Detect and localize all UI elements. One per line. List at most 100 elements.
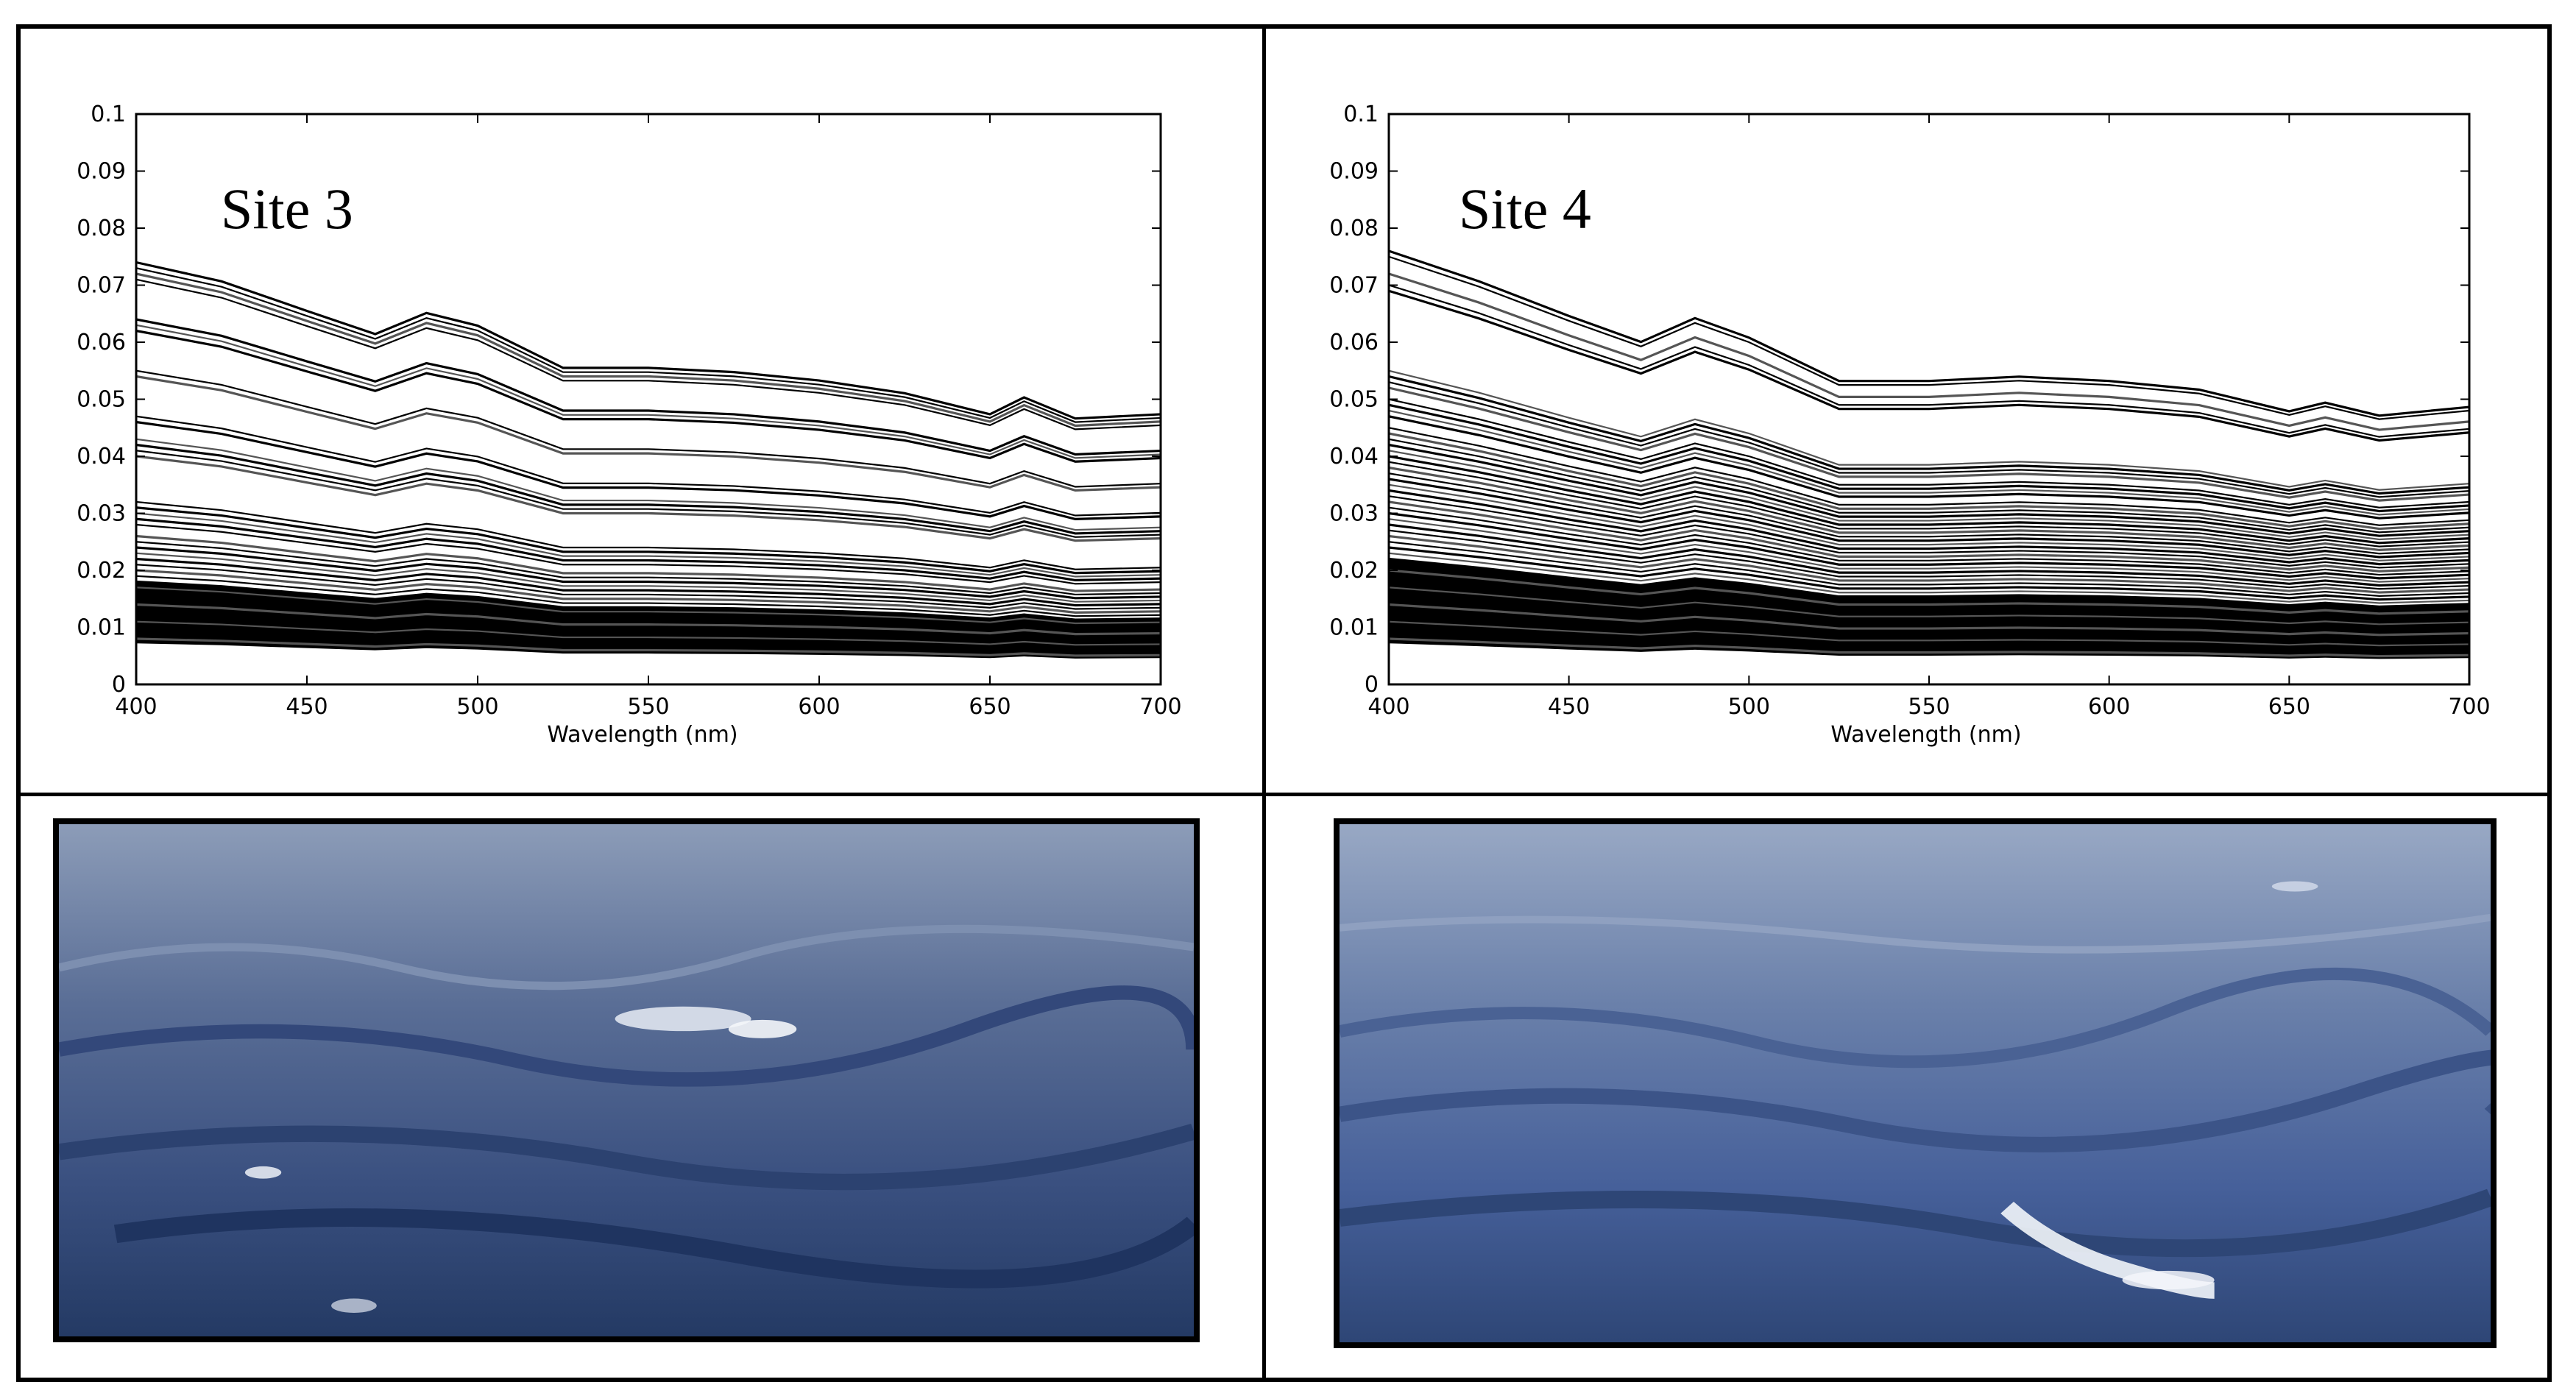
y-tick-label: 0	[112, 672, 126, 698]
x-tick-label: 550	[1908, 694, 1950, 720]
x-tick-label: 500	[456, 694, 498, 720]
spectrum-line	[135, 632, 1161, 653]
spectrum-line	[1388, 455, 2470, 545]
spectrum-line	[1388, 506, 2470, 576]
spectrum-line	[135, 375, 1161, 492]
spectrum-line	[1388, 369, 2470, 491]
x-tick-label: 600	[2088, 694, 2130, 720]
x-tick-label: 450	[286, 694, 328, 720]
spectrum-line	[135, 420, 1161, 521]
vertical-divider	[1262, 24, 1266, 1382]
spectrum-line	[135, 534, 1161, 592]
spectrum-line	[1388, 637, 2470, 658]
y-tick-label: 0.01	[77, 615, 126, 641]
spectrum-line	[135, 592, 1161, 628]
y-tick-label: 0.06	[1329, 330, 1379, 355]
spectrum-line	[135, 261, 1161, 420]
x-axis-title: Wavelength (nm)	[1830, 722, 2021, 748]
y-tick-label: 0.1	[91, 102, 126, 127]
y-tick-label: 0.07	[77, 273, 126, 299]
spectrum-line	[1388, 609, 2470, 639]
spectrum-line	[1388, 620, 2470, 647]
spectrum-line	[1388, 552, 2470, 604]
spectrum-line	[135, 517, 1161, 582]
spectrum-line	[1388, 541, 2470, 597]
ocean-photo-site-4	[1334, 818, 2497, 1348]
spectrum-line	[1388, 603, 2470, 637]
spectrum-line	[1388, 632, 2470, 653]
spectrum-line	[135, 278, 1161, 431]
spectrum-line	[135, 587, 1161, 625]
x-tick-label: 500	[1728, 694, 1770, 720]
spectrum-line	[1388, 386, 2470, 502]
spectrum-line	[1388, 461, 2470, 548]
y-tick-label: 0.03	[1329, 501, 1379, 527]
spectrum-line	[135, 318, 1161, 456]
y-tick-label: 0.03	[77, 501, 126, 527]
y-tick-label: 0.05	[77, 387, 126, 413]
y-tick-label: 0.04	[1329, 444, 1379, 470]
spectrum-line	[135, 523, 1161, 585]
spectrum-line	[135, 272, 1161, 428]
spectrum-line	[135, 324, 1161, 459]
spectrum-line	[135, 614, 1161, 643]
y-tick-label: 0.02	[77, 558, 126, 584]
y-tick-label: 0.06	[77, 330, 126, 355]
spectrum-line	[1388, 575, 2470, 618]
spectrum-line	[135, 450, 1161, 538]
spectrum-line	[135, 609, 1161, 639]
x-tick-label: 400	[1367, 694, 1409, 720]
spectrum-line	[135, 438, 1161, 531]
spectrum-line	[135, 369, 1161, 488]
spectrum-line	[1388, 564, 2470, 612]
spectrum-line	[135, 500, 1161, 570]
spectrum-line	[1388, 511, 2470, 580]
spectrum-line	[135, 598, 1161, 631]
y-tick-label: 0.01	[1329, 615, 1379, 641]
x-tick-label: 650	[2268, 694, 2310, 720]
spectrum-line	[135, 546, 1161, 600]
spectrum-line	[135, 620, 1161, 646]
spectrum-line	[1388, 403, 2470, 513]
spectrum-line	[1388, 284, 2470, 438]
spectrum-line	[1388, 614, 2470, 643]
spectrum-line	[1388, 557, 2470, 608]
spectrum-line	[135, 626, 1161, 650]
x-tick-label: 650	[969, 694, 1011, 720]
spectrum-line	[1388, 534, 2470, 594]
spectrum-line	[1388, 438, 2470, 534]
spectrum-line	[1388, 500, 2470, 573]
horizontal-divider	[16, 793, 2552, 796]
spectrum-line	[1388, 443, 2470, 537]
spectrum-line	[1388, 381, 2470, 498]
spectrum-line	[135, 443, 1161, 535]
x-axis-title: Wavelength (nm)	[547, 722, 737, 748]
spectrum-line	[135, 603, 1161, 636]
spectrum-line	[135, 575, 1161, 617]
y-tick-label: 0.02	[1329, 558, 1379, 584]
spectrum-line	[135, 569, 1161, 614]
spectrum-line	[1388, 483, 2470, 561]
y-tick-label: 0.08	[1329, 216, 1379, 241]
spectrum-line	[1388, 546, 2470, 601]
spectrum-line	[135, 637, 1161, 657]
y-tick-label: 0.1	[1343, 102, 1379, 127]
x-tick-label: 550	[627, 694, 669, 720]
spectrum-line	[135, 512, 1161, 578]
spectrum-line	[135, 552, 1161, 603]
spectrum-line	[1388, 409, 2470, 516]
x-tick-label: 600	[798, 694, 840, 720]
spectrum-line	[135, 506, 1161, 575]
y-tick-label: 0.08	[77, 216, 126, 241]
spectrum-line	[1388, 450, 2470, 541]
y-tick-label: 0.07	[1329, 273, 1379, 299]
chart-site-3: 400 450 500 550 600 650 700 0 0.01 0.02 0.03 0.04 0.…	[77, 102, 1181, 748]
x-tick-label: 700	[2448, 694, 2490, 720]
spectrum-line	[135, 564, 1161, 610]
spectrum-line	[1388, 289, 2470, 442]
chart-annotation: Site 4	[1459, 177, 1591, 241]
spectrum-line	[1388, 255, 2470, 420]
spectrum-line	[1388, 398, 2470, 509]
spectrum-line	[1388, 427, 2470, 526]
